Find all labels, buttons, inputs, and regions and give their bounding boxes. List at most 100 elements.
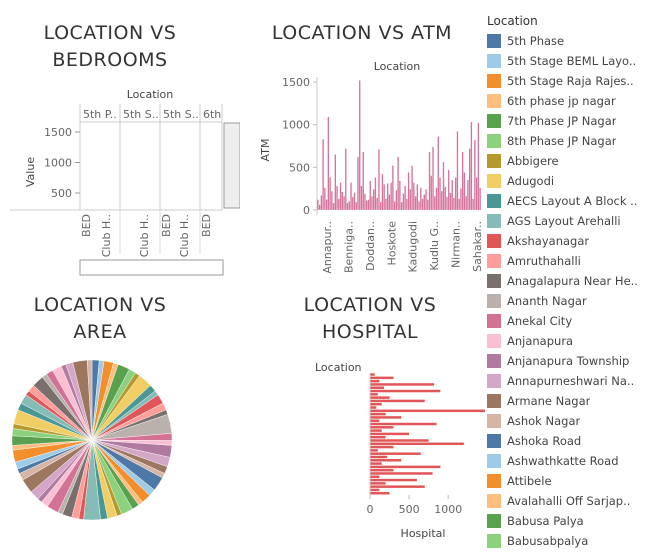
legend-swatch bbox=[487, 214, 501, 228]
legend-label: Ashoka Road bbox=[507, 434, 582, 448]
legend-item[interactable]: 8th Phase JP Nagar bbox=[487, 131, 647, 151]
legend-item[interactable]: Avalahalli Off Sarjap.. bbox=[487, 491, 647, 511]
atm-bar bbox=[442, 162, 445, 210]
atm-chart: Location ATM 0 500 1000 1500 Annapur.. Benni… bbox=[259, 60, 484, 274]
hospital-bar bbox=[370, 379, 380, 383]
atm-bar bbox=[432, 146, 434, 210]
bedrooms-horizontal-scrollbar[interactable] bbox=[79, 259, 224, 276]
legend-swatch bbox=[487, 454, 501, 468]
atm-bar bbox=[369, 180, 371, 210]
bedrooms-row-label: BED bbox=[200, 214, 213, 237]
location-legend: Location 5th Phase 5th Stage BEML Layo.. 5… bbox=[487, 14, 647, 551]
atm-bar bbox=[386, 183, 389, 210]
hospital-bar bbox=[370, 396, 390, 399]
hospital-bar bbox=[370, 399, 425, 403]
legend-label: 7th Phase JP Nagar bbox=[507, 114, 617, 128]
legend-label: Anagalapura Near He.. bbox=[507, 274, 638, 288]
hospital-bar bbox=[370, 406, 377, 409]
legend-swatch bbox=[487, 394, 501, 408]
legend-item[interactable]: Anekal City bbox=[487, 311, 647, 331]
legend-item[interactable]: Ashoka Road bbox=[487, 431, 647, 451]
atm-bar bbox=[437, 136, 439, 210]
legend-label: Babusa Palya bbox=[507, 514, 584, 528]
atm-bar bbox=[414, 196, 417, 210]
legend-label: Abbigere bbox=[507, 154, 559, 168]
atm-bar bbox=[366, 200, 368, 210]
atm-bar bbox=[371, 196, 373, 210]
legend-item[interactable]: AECS Layout A Block .. bbox=[487, 191, 647, 211]
legend-item[interactable]: Amruthahalli bbox=[487, 251, 647, 271]
atm-y-tick: 1500 bbox=[282, 76, 310, 89]
atm-bar bbox=[360, 186, 363, 210]
legend-item[interactable]: AGS Layout Arehalli bbox=[487, 211, 647, 231]
legend-item[interactable]: 5th Phase bbox=[487, 31, 647, 51]
bedrooms-column-label: 5th P.. bbox=[83, 108, 117, 121]
legend-item[interactable]: Anjanapura Township bbox=[487, 351, 647, 371]
atm-bar bbox=[428, 151, 431, 210]
hospital-bar bbox=[370, 426, 394, 429]
atm-bar bbox=[322, 139, 324, 210]
legend-item[interactable]: Babusabpalya bbox=[487, 531, 647, 551]
legend-label: Babusabpalya bbox=[507, 534, 589, 548]
legend-label: 8th Phase JP Nagar bbox=[507, 134, 617, 148]
atm-bar bbox=[421, 198, 424, 210]
legend-swatch bbox=[487, 474, 501, 488]
legend-item[interactable]: Ananth Nagar bbox=[487, 291, 647, 311]
legend-swatch bbox=[487, 54, 501, 68]
legend-item[interactable]: Anjanapura bbox=[487, 331, 647, 351]
hospital-bar bbox=[370, 373, 375, 376]
atm-bar bbox=[397, 157, 399, 210]
hospital-bar bbox=[370, 412, 386, 416]
legend-label: Anjanapura Township bbox=[507, 354, 630, 368]
atm-bar bbox=[343, 196, 345, 210]
legend-item[interactable]: Adugodi bbox=[487, 171, 647, 191]
legend-label: Anjanapura bbox=[507, 334, 574, 348]
atm-bar bbox=[339, 182, 342, 210]
legend-swatch bbox=[487, 514, 501, 528]
legend-item[interactable]: Abbigere bbox=[487, 151, 647, 171]
atm-bar bbox=[416, 184, 418, 210]
hospital-bar bbox=[370, 422, 437, 426]
atm-bar bbox=[392, 165, 394, 210]
bedrooms-y-tick: 1500 bbox=[44, 126, 72, 139]
legend-item[interactable]: Attibele bbox=[487, 471, 647, 491]
legend-item[interactable]: Ashok Nagar bbox=[487, 411, 647, 431]
legend-item[interactable]: 6th phase jp nagar bbox=[487, 91, 647, 111]
legend-item[interactable]: Akshayanagar bbox=[487, 231, 647, 251]
hospital-bar bbox=[370, 472, 433, 475]
atm-bar bbox=[423, 194, 425, 210]
legend-item[interactable]: Ashwathkatte Road bbox=[487, 451, 647, 471]
legend-item[interactable]: 5th Stage BEML Layo.. bbox=[487, 51, 647, 71]
legend-item[interactable]: Armane Nagar bbox=[487, 391, 647, 411]
hospital-bar bbox=[370, 435, 386, 439]
legend-item[interactable]: 5th Stage Raja Rajes.. bbox=[487, 71, 647, 91]
bedrooms-vertical-scrollbar[interactable] bbox=[223, 122, 240, 209]
legend-item[interactable]: Babusa Palya bbox=[487, 511, 647, 531]
atm-bar bbox=[385, 198, 387, 210]
bedrooms-column-header: Location bbox=[127, 88, 174, 101]
atm-bar bbox=[409, 189, 412, 210]
bedrooms-row-label: BED bbox=[80, 214, 93, 237]
atm-bar bbox=[320, 195, 323, 210]
legend-item[interactable]: 7th Phase JP Nagar bbox=[487, 111, 647, 131]
atm-bar bbox=[455, 177, 457, 210]
legend-swatch bbox=[487, 114, 501, 128]
atm-bar bbox=[380, 202, 382, 210]
legend-item[interactable]: Annapurneshwari Na.. bbox=[487, 371, 647, 391]
hospital-bar bbox=[370, 393, 378, 396]
legend-label: Avalahalli Off Sarjap.. bbox=[507, 494, 631, 508]
legend-item[interactable]: Anagalapura Near He.. bbox=[487, 271, 647, 291]
atm-bar bbox=[460, 188, 462, 210]
legend-label: 5th Stage Raja Rajes.. bbox=[507, 74, 634, 88]
legend-swatch bbox=[487, 134, 501, 148]
atm-bar bbox=[451, 180, 453, 210]
atm-bar bbox=[362, 151, 364, 210]
atm-bar bbox=[383, 184, 385, 210]
hospital-bar bbox=[370, 455, 388, 459]
atm-x-tick: Hoskote bbox=[385, 221, 398, 266]
atm-bar bbox=[477, 123, 480, 210]
hospital-chart-title: LOCATION VS HOSPITAL bbox=[303, 294, 437, 343]
hospital-bar bbox=[370, 386, 385, 389]
area-pie-chart bbox=[11, 359, 173, 521]
atm-bar bbox=[348, 201, 350, 210]
